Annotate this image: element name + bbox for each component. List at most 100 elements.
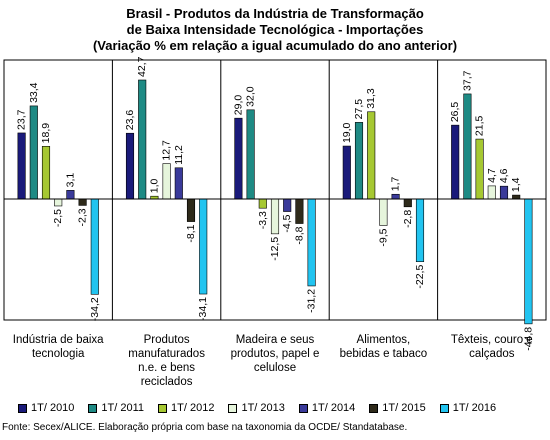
bar bbox=[162, 163, 171, 200]
bar bbox=[90, 198, 99, 295]
chart-legend: 1T/ 2010 1T/ 2011 1T/ 2012 1T/ 2013 1T/ 2014… bbox=[18, 402, 496, 414]
bar bbox=[66, 190, 75, 200]
category-label: Madeira e seus bbox=[236, 334, 315, 346]
data-label: -3,3 bbox=[257, 211, 269, 229]
legend-label: 1T/ 2010 bbox=[31, 402, 75, 414]
category-label: bebidas e tabaco bbox=[340, 348, 428, 360]
bar bbox=[174, 167, 183, 200]
bar bbox=[41, 146, 51, 200]
legend-label: 1T/ 2012 bbox=[171, 402, 215, 414]
bar bbox=[234, 117, 243, 200]
data-label: 21,5 bbox=[474, 115, 486, 136]
legend-label: 1T/ 2016 bbox=[452, 402, 497, 414]
category-label: Indústria de baixa bbox=[13, 334, 104, 346]
data-label: 31,3 bbox=[365, 88, 377, 109]
category-label: tecnologia bbox=[32, 348, 85, 360]
data-label: 11,2 bbox=[173, 145, 185, 165]
plot-area-frame bbox=[3, 59, 547, 321]
bar bbox=[54, 198, 63, 207]
category-label: reciclados bbox=[141, 376, 193, 388]
source-note: Fonte: Secex/ALICE. Elaboração própria c… bbox=[2, 422, 408, 433]
bar bbox=[512, 194, 521, 200]
bar bbox=[403, 198, 412, 208]
data-label: 1,7 bbox=[390, 177, 402, 192]
legend-swatch bbox=[18, 403, 27, 413]
data-label: 37,7 bbox=[461, 70, 473, 91]
chart-title: Brasil - Produtos da Indústria de Transf… bbox=[0, 6, 550, 54]
data-label: 33,4 bbox=[28, 82, 40, 103]
bar bbox=[367, 111, 376, 200]
bar bbox=[199, 198, 208, 295]
legend-swatch bbox=[298, 403, 308, 413]
data-label: -2,3 bbox=[77, 208, 89, 226]
category-label: n.e. e bens bbox=[138, 362, 195, 374]
data-label: 4,6 bbox=[498, 168, 510, 183]
data-label: 27,5 bbox=[353, 99, 365, 120]
category-label: calçados bbox=[469, 348, 515, 360]
legend-swatch bbox=[369, 403, 379, 413]
bar bbox=[379, 198, 388, 226]
data-label: -9,5 bbox=[377, 228, 389, 246]
legend-label: 1T/ 2014 bbox=[311, 402, 356, 414]
category-label: Produtos bbox=[144, 334, 190, 346]
bar bbox=[342, 145, 351, 200]
bar bbox=[451, 124, 460, 200]
bar bbox=[29, 105, 38, 200]
legend-label: 1T/ 2013 bbox=[241, 402, 285, 414]
data-label: 23,7 bbox=[16, 109, 28, 130]
data-label: 1,0 bbox=[148, 178, 160, 193]
title-line-1: Brasil - Produtos da Indústria de Transf… bbox=[126, 6, 424, 21]
bar bbox=[246, 109, 255, 200]
category-label: manufaturados bbox=[128, 348, 205, 360]
legend-label: 1T/ 2011 bbox=[101, 402, 145, 414]
data-label: -44,8 bbox=[522, 327, 534, 351]
legend-item: 1T/ 2015 bbox=[369, 402, 426, 414]
data-label: 1,4 bbox=[510, 177, 522, 192]
bar bbox=[463, 93, 472, 200]
legend-item: 1T/ 2010 bbox=[18, 402, 74, 414]
data-label: -8,8 bbox=[293, 226, 305, 244]
data-label: -34,1 bbox=[197, 297, 209, 321]
bar bbox=[138, 79, 147, 200]
data-label: 19,0 bbox=[341, 122, 353, 143]
legend-item: 1T/ 2013 bbox=[228, 402, 285, 414]
legend-item: 1T/ 2016 bbox=[439, 402, 497, 414]
bar bbox=[283, 198, 292, 212]
legend-swatch bbox=[158, 403, 168, 413]
title-line-3: (Variação % em relação a igual acumulado… bbox=[92, 38, 458, 53]
title-line-2: de Baixa Intensidade Tecnológica - Impor… bbox=[126, 22, 424, 37]
data-label: 23,6 bbox=[124, 110, 136, 131]
bar bbox=[391, 193, 400, 200]
bar bbox=[499, 185, 509, 200]
data-label: 18,9 bbox=[40, 123, 52, 144]
data-label: -2,8 bbox=[402, 210, 414, 228]
data-label: -2,5 bbox=[52, 209, 64, 227]
bar bbox=[295, 198, 304, 224]
data-label: 12,7 bbox=[161, 140, 173, 161]
bar bbox=[524, 198, 533, 325]
bar bbox=[258, 198, 267, 209]
bar bbox=[270, 198, 280, 235]
bar bbox=[307, 198, 316, 287]
data-label: 3,1 bbox=[64, 173, 76, 188]
bar bbox=[125, 132, 135, 200]
legend-swatch bbox=[439, 403, 449, 413]
bar bbox=[17, 132, 26, 200]
bar bbox=[487, 185, 496, 200]
data-label: 4,7 bbox=[486, 168, 498, 183]
bar-chart: 23,733,4 18,9 -2,5 3,1 -2,3 -34,2 Indústria de… bbox=[3, 56, 547, 388]
legend-item: 1T/ 2014 bbox=[298, 402, 356, 414]
category-label: celulose bbox=[254, 362, 296, 374]
category-label: produtos, papel e bbox=[231, 348, 320, 360]
category-label: Têxteis, couro e bbox=[451, 334, 533, 346]
data-label: -4,5 bbox=[281, 214, 293, 232]
data-label: -12,5 bbox=[269, 237, 281, 261]
legend-item: 1T/ 2011 bbox=[88, 402, 144, 414]
data-label: 32,0 bbox=[245, 86, 257, 107]
data-label: 26,5 bbox=[449, 102, 461, 123]
data-label: 29,0 bbox=[232, 95, 244, 116]
legend-swatch bbox=[228, 403, 238, 413]
category-label: Alimentos, bbox=[357, 334, 411, 346]
bar bbox=[186, 198, 196, 222]
data-label: -34,2 bbox=[89, 297, 101, 321]
